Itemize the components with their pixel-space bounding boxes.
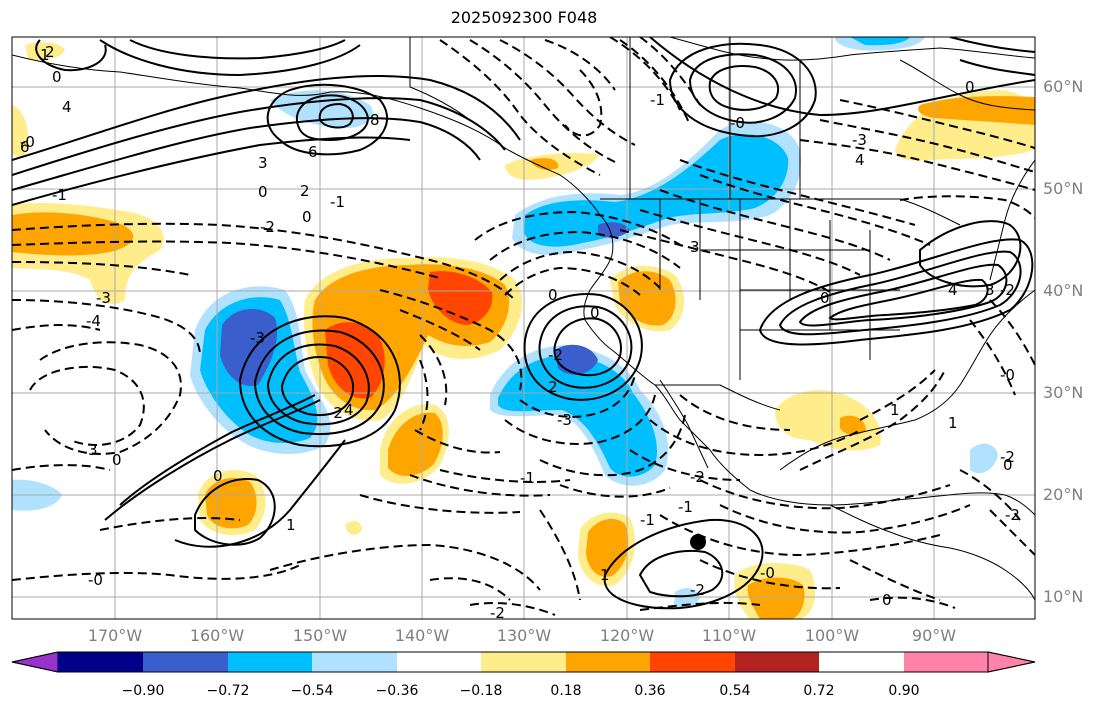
border-alaska xyxy=(409,37,471,121)
coastline-central-america xyxy=(829,504,1035,601)
lon-label-100w: 100°W xyxy=(804,626,860,645)
lon-label-170w: 170°W xyxy=(87,626,143,645)
coastline-hudson xyxy=(899,59,1035,111)
border-canada-provinces xyxy=(629,37,801,199)
shade-yellow xyxy=(25,42,65,60)
shade-red xyxy=(325,322,385,399)
shade-orange xyxy=(747,577,805,619)
colorbar-segment xyxy=(481,652,566,672)
colorbar-tick: −0.36 xyxy=(375,683,419,699)
shade-orange xyxy=(205,478,257,529)
lat-label-50n: 50°N xyxy=(1043,179,1084,198)
coastline-atlantic xyxy=(989,159,1035,281)
shade-orange xyxy=(586,518,629,577)
colorbar-segment xyxy=(566,652,650,672)
colorbar xyxy=(11,651,1036,673)
colorbar-tick: 0.54 xyxy=(719,683,751,699)
lon-label-120w: 120°W xyxy=(599,626,655,645)
lat-label-10n: 10°N xyxy=(1043,587,1084,606)
colorbar-segment xyxy=(228,652,312,672)
shade-blue xyxy=(850,37,910,46)
lon-label-130w: 130°W xyxy=(496,626,552,645)
map-title: 2025092300 F048 xyxy=(450,8,598,27)
shade-orange xyxy=(388,412,443,476)
colorbar-tick: −0.72 xyxy=(206,683,250,699)
colorbar-extension-min xyxy=(11,651,59,673)
border-us-mexico xyxy=(655,384,781,411)
contour-lines xyxy=(12,37,1035,616)
shade-orange xyxy=(840,415,866,436)
colorbar-tick: 0.90 xyxy=(888,683,920,699)
shade-yellow xyxy=(12,105,29,157)
lon-label-90w: 90°W xyxy=(911,626,957,645)
colorbar-segment xyxy=(58,652,143,672)
lon-label-150w: 150°W xyxy=(292,626,348,645)
coastline-bc xyxy=(583,214,1035,516)
positive-contours xyxy=(12,37,1035,610)
lat-label-40n: 40°N xyxy=(1043,281,1084,300)
shade-lightblue xyxy=(970,443,998,474)
colorbar-tick: −0.90 xyxy=(121,683,165,699)
map-frame xyxy=(11,36,1036,620)
shade-royalblue xyxy=(555,344,598,375)
shade-orange xyxy=(530,158,559,170)
shade-red xyxy=(428,271,493,325)
colorbar-tick: 0.18 xyxy=(550,683,582,699)
coastline-gulf xyxy=(779,289,1035,471)
coastline-alaska xyxy=(12,54,601,216)
shade-blue xyxy=(524,134,789,247)
shade-yellow xyxy=(775,390,881,451)
colorbar-tick: 0.36 xyxy=(634,683,666,699)
lat-label-60n: 60°N xyxy=(1043,77,1084,96)
colorbar-extension-max xyxy=(987,651,1036,673)
lat-label-20n: 20°N xyxy=(1043,485,1084,504)
colorbar-segment xyxy=(735,652,819,672)
shade-royalblue xyxy=(220,308,278,386)
shade-orange xyxy=(618,271,676,326)
shade-yellow xyxy=(345,520,362,535)
colorbar-segment xyxy=(650,652,735,672)
colorbar-segment xyxy=(397,652,481,672)
location-marker xyxy=(690,534,706,550)
shade-lightblue xyxy=(674,588,700,609)
lon-label-140w: 140°W xyxy=(394,626,450,645)
lon-label-160w: 160°W xyxy=(189,626,245,645)
shade-orange xyxy=(918,96,1035,125)
lat-label-30n: 30°N xyxy=(1043,383,1084,402)
colorbar-segment xyxy=(904,652,988,672)
coastline-baja xyxy=(659,379,709,469)
colorbar-tick: 0.72 xyxy=(803,683,835,699)
colorbar-border xyxy=(11,651,1036,673)
shade-royalblue xyxy=(598,222,630,238)
colorbar-tick: −0.54 xyxy=(290,683,334,699)
colorbar-segment xyxy=(312,652,397,672)
negative-contours xyxy=(12,37,1035,616)
colorbar-segment xyxy=(143,652,228,672)
lon-label-110w: 110°W xyxy=(701,626,757,645)
colorbar-tick: −0.18 xyxy=(459,683,503,699)
